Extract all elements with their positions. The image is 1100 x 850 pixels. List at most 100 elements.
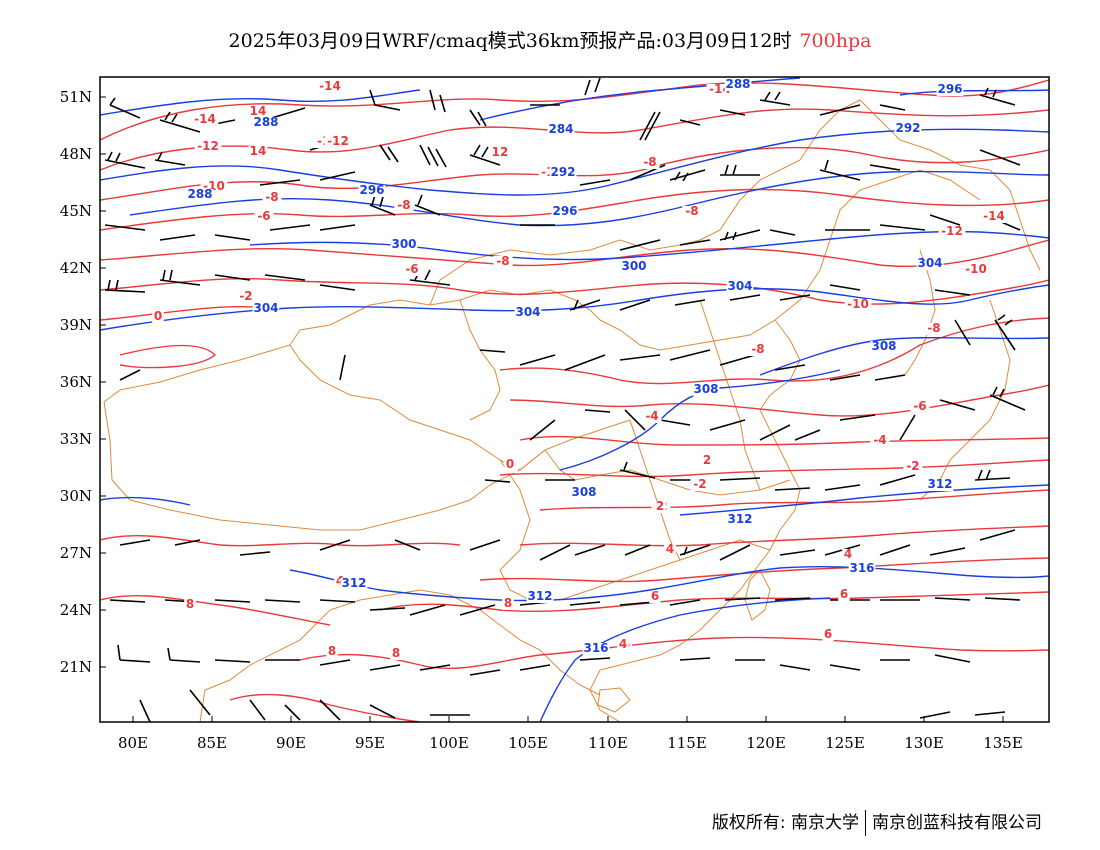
wind-barb <box>639 111 661 141</box>
height-contour <box>100 89 421 116</box>
wind-barb <box>729 294 761 301</box>
wind-barb <box>779 549 816 556</box>
contour-label-bg <box>682 206 702 218</box>
wind-barb <box>619 461 656 479</box>
height-contour <box>100 284 1049 331</box>
wind-barb <box>189 689 211 716</box>
china-west-border <box>103 289 601 403</box>
wind-barb <box>519 354 556 366</box>
wind-barb <box>669 169 706 182</box>
contour-label-bg <box>493 256 513 268</box>
contour-label-bg <box>690 479 710 491</box>
wind-barb <box>719 544 751 561</box>
wind-barb <box>284 704 301 721</box>
height-label: 304 <box>727 279 752 293</box>
pressure-level: 700hpa <box>799 30 872 52</box>
lat-label: 48N <box>60 145 92 163</box>
temp-contour <box>229 693 421 722</box>
height-contour <box>289 565 1049 602</box>
wind-barb <box>259 179 301 186</box>
contour-label-bg <box>504 459 516 471</box>
contour-label-bg <box>248 106 268 118</box>
province-lines-d <box>599 169 981 351</box>
chart-title: 2025年03月09日WRF/cmaq模式36km预报产品:03月09日12时 7… <box>0 26 1100 53</box>
temp-contour <box>100 277 1049 305</box>
temperature-label: 0 <box>506 457 514 471</box>
contour-label-bg <box>848 563 876 575</box>
lat-label: 27N <box>60 544 92 562</box>
copyright-right: 南京创蓝科技有限公司 <box>872 813 1042 833</box>
contour-label-bg <box>390 648 402 660</box>
mongolia-border <box>429 159 801 306</box>
wind-barb <box>154 151 186 166</box>
contour-label-bg <box>924 323 944 335</box>
wind-barb <box>709 419 746 431</box>
wind-barb <box>579 657 611 661</box>
wind-barb <box>319 659 351 666</box>
lon-label: 115E <box>667 734 707 752</box>
height-contour <box>759 336 1049 376</box>
wind-barb <box>769 229 796 236</box>
wind-barb <box>759 424 791 441</box>
contour-label-bg <box>692 384 720 396</box>
wind-barb <box>319 599 356 603</box>
contour-label-bg <box>822 629 834 641</box>
temperature-label: -12 <box>197 139 219 153</box>
contour-label-bg <box>390 239 418 251</box>
height-contours <box>100 77 1049 722</box>
temperature-label: 4 <box>666 542 674 556</box>
wind-barb <box>469 539 501 551</box>
copyright-left: 版权所有: 南京大学 <box>711 813 859 833</box>
temp-contour <box>519 435 1049 446</box>
height-contour <box>539 597 831 722</box>
temperature-label: 6 <box>651 589 659 603</box>
height-contour <box>899 89 1049 96</box>
wind-barb <box>459 604 496 616</box>
height-label: 308 <box>571 485 596 499</box>
wind-barb <box>239 551 271 556</box>
height-label: 300 <box>391 237 416 251</box>
contour-label-bg <box>726 514 754 526</box>
tibet-border <box>103 401 546 531</box>
contour-label-bg <box>316 81 344 93</box>
height-label: 308 <box>871 339 896 353</box>
temp-contour <box>100 239 1049 268</box>
temp-contour <box>100 595 331 626</box>
wind-barb <box>419 664 451 671</box>
wind-barb <box>469 109 487 127</box>
contour-label-bg <box>910 401 930 413</box>
wind-barb <box>564 354 606 371</box>
lat-label: 51N <box>60 88 92 106</box>
contour-label-bg <box>620 261 648 273</box>
lon-label: 95E <box>355 734 385 752</box>
contour-label-bg <box>844 299 872 311</box>
contour-label-bg <box>582 643 610 655</box>
contour-label-bg <box>962 264 990 276</box>
province-lines-f <box>629 419 681 561</box>
height-contour <box>100 128 1049 196</box>
wind-barb <box>879 104 906 111</box>
contour-label-bg <box>547 124 575 136</box>
wind-barb <box>369 607 406 611</box>
temperature-label: -6 <box>913 399 926 413</box>
wind-barb <box>934 597 971 601</box>
wind-barb <box>824 484 861 491</box>
temperature-label: 8 <box>392 646 400 660</box>
height-label: 296 <box>937 82 962 96</box>
temperature-label: -8 <box>685 204 698 218</box>
lat-label: 30N <box>60 487 92 505</box>
height-label: 296 <box>359 183 384 197</box>
wind-barb <box>779 294 811 301</box>
wind-barb <box>619 299 651 311</box>
contour-label-bg <box>936 84 964 96</box>
contour-label-bg <box>842 549 854 561</box>
wind-barb <box>394 539 421 551</box>
height-label: 316 <box>849 561 874 575</box>
wind-barb <box>899 414 916 441</box>
contour-label-bg <box>254 211 274 223</box>
temp-contour <box>519 525 1049 547</box>
wind-barb <box>379 144 399 163</box>
wind-barb <box>319 284 356 291</box>
wind-barb <box>774 364 806 371</box>
temperature-label: -8 <box>265 190 278 204</box>
